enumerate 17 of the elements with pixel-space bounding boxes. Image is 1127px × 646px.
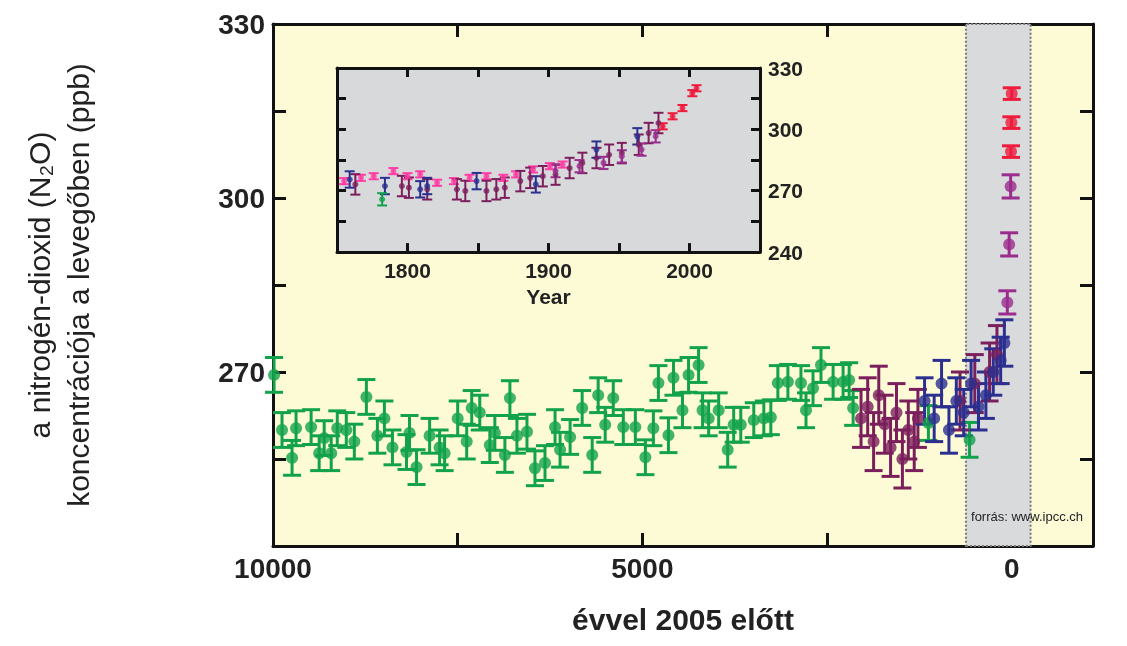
x-tick-label: 1800 [384,259,431,283]
y-tick-label: 330 [218,8,265,40]
y-tick-label: 270 [218,356,265,388]
x-tick-label: 5000 [611,552,674,584]
x-axis-title: évvel 2005 előtt [572,602,794,636]
x-tick-label: 0 [1003,552,1020,584]
y-tick-label: 300 [218,182,265,214]
annotation: forrás: www.ipcc.ch [971,509,1084,524]
y-tick-label: 270 [768,179,804,203]
x-tick-label: 2000 [666,259,713,283]
y-tick-label: 300 [768,117,804,141]
y-tick-label: 240 [768,240,804,264]
y-axis-title: a nitrogén-dioxid (N₂O) koncentrációja a levegőben (ppb) [23,63,95,507]
x-axis-title: Year [526,285,571,308]
x-tick-label: 1900 [525,259,572,283]
y-tick-label: 330 [768,56,804,80]
x-tick-label: 10000 [234,552,312,584]
